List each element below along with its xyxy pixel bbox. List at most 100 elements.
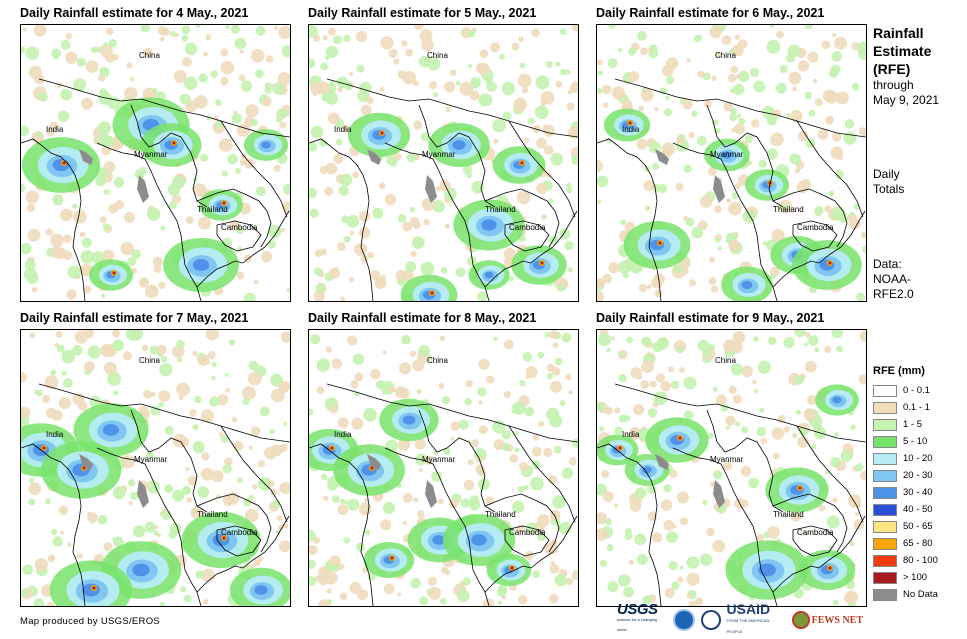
rain-cell [714, 205, 722, 214]
rain-cell [861, 231, 866, 239]
rain-cell [860, 470, 866, 481]
rain-cell [844, 119, 855, 129]
rain-cell [186, 497, 193, 503]
coastline [484, 210, 578, 288]
rain-cell [731, 44, 744, 57]
rain-cell [597, 290, 604, 301]
rain-cell [753, 336, 759, 342]
country-label-cambodia: Cambodia [221, 223, 258, 232]
rain-cell [688, 279, 697, 287]
rain-cell [220, 48, 229, 57]
country-border [504, 220, 550, 252]
rain-cell [402, 492, 413, 503]
rain-cell [102, 249, 115, 261]
rain-cell [370, 466, 374, 470]
rain-cell [732, 394, 742, 404]
rain-cell [432, 200, 445, 213]
rain-cell [337, 417, 349, 429]
rain-cell [552, 495, 566, 509]
rain-cell [471, 180, 485, 194]
rain-cell [273, 164, 281, 172]
rain-cell [565, 186, 573, 194]
rain-cell [205, 330, 220, 341]
rain-cell [655, 373, 665, 383]
no-data-area [137, 480, 149, 508]
rain-cell [250, 49, 265, 63]
rain-cell [329, 555, 341, 567]
rain-cell [443, 447, 451, 455]
rain-cell [358, 226, 371, 239]
panel-title: Daily Rainfall estimate for 4 May., 2021 [20, 6, 249, 20]
rain-cell [748, 477, 759, 489]
legend-label: 10 - 20 [903, 453, 933, 464]
rain-cell [205, 34, 212, 41]
rain-cell [642, 595, 652, 605]
rain-cell [413, 80, 419, 87]
rain-cell [441, 395, 451, 405]
coastline [196, 210, 290, 288]
rain-cell [456, 589, 470, 603]
country-border [614, 78, 866, 138]
rain-cell [549, 564, 560, 574]
rain-cell [696, 136, 707, 146]
rain-cell [234, 167, 242, 174]
rain-cell [830, 206, 845, 221]
rain-cell [139, 166, 147, 175]
rain-cell [545, 60, 553, 68]
rain-cell [328, 27, 336, 36]
rain-cell [549, 414, 563, 428]
rain-cell [536, 137, 547, 149]
rain-cell [822, 89, 835, 102]
rain-cell [33, 25, 47, 37]
rain-cell [331, 358, 343, 369]
rain-cell [60, 39, 71, 50]
rain-cell [84, 361, 95, 372]
rain-cell [435, 186, 441, 191]
country-border [796, 120, 864, 218]
legend-swatch [873, 503, 897, 516]
rain-cell [34, 557, 48, 572]
rain-cell [240, 80, 253, 92]
rain-cell [798, 376, 805, 382]
no-data-area [713, 175, 725, 203]
rain-cell [347, 335, 358, 346]
rain-cell [773, 109, 782, 118]
rain-cell [648, 141, 661, 154]
map-credit: Map produced by USGS/EROS [20, 616, 161, 627]
rain-cell [756, 426, 767, 437]
coastline [384, 142, 490, 301]
rain-cell [77, 553, 84, 560]
rain-cell [830, 146, 844, 160]
rain-cell [211, 470, 224, 483]
rain-cell [65, 210, 73, 218]
rain-cell [536, 182, 548, 195]
country-label-china: China [427, 356, 448, 365]
rain-cell [254, 69, 264, 79]
country-border [326, 78, 578, 138]
rain-cell [485, 76, 493, 85]
rain-cell [803, 342, 808, 347]
rain-cell [538, 421, 545, 428]
legend-item: 1 - 5 [873, 416, 938, 433]
rain-cell [427, 576, 438, 587]
rain-cell [531, 446, 542, 457]
rain-cell [194, 95, 208, 109]
rain-cell [431, 471, 442, 482]
rain-cell [24, 259, 36, 271]
rain-cell [699, 195, 713, 208]
rain-cell [814, 205, 824, 216]
rain-cell [421, 38, 434, 52]
rain-cell [725, 426, 730, 430]
rain-cell [379, 87, 385, 92]
rain-cell [849, 541, 855, 547]
rain-cell [469, 90, 480, 101]
rain-cell [444, 569, 451, 576]
rain-cell [387, 386, 393, 392]
rain-cell [350, 380, 359, 389]
rain-cell [525, 366, 538, 379]
rain-cell [67, 542, 72, 547]
rain-cell [200, 409, 215, 423]
rain-cell [546, 363, 555, 372]
rain-cell [237, 477, 243, 484]
rain-cell [825, 116, 834, 125]
